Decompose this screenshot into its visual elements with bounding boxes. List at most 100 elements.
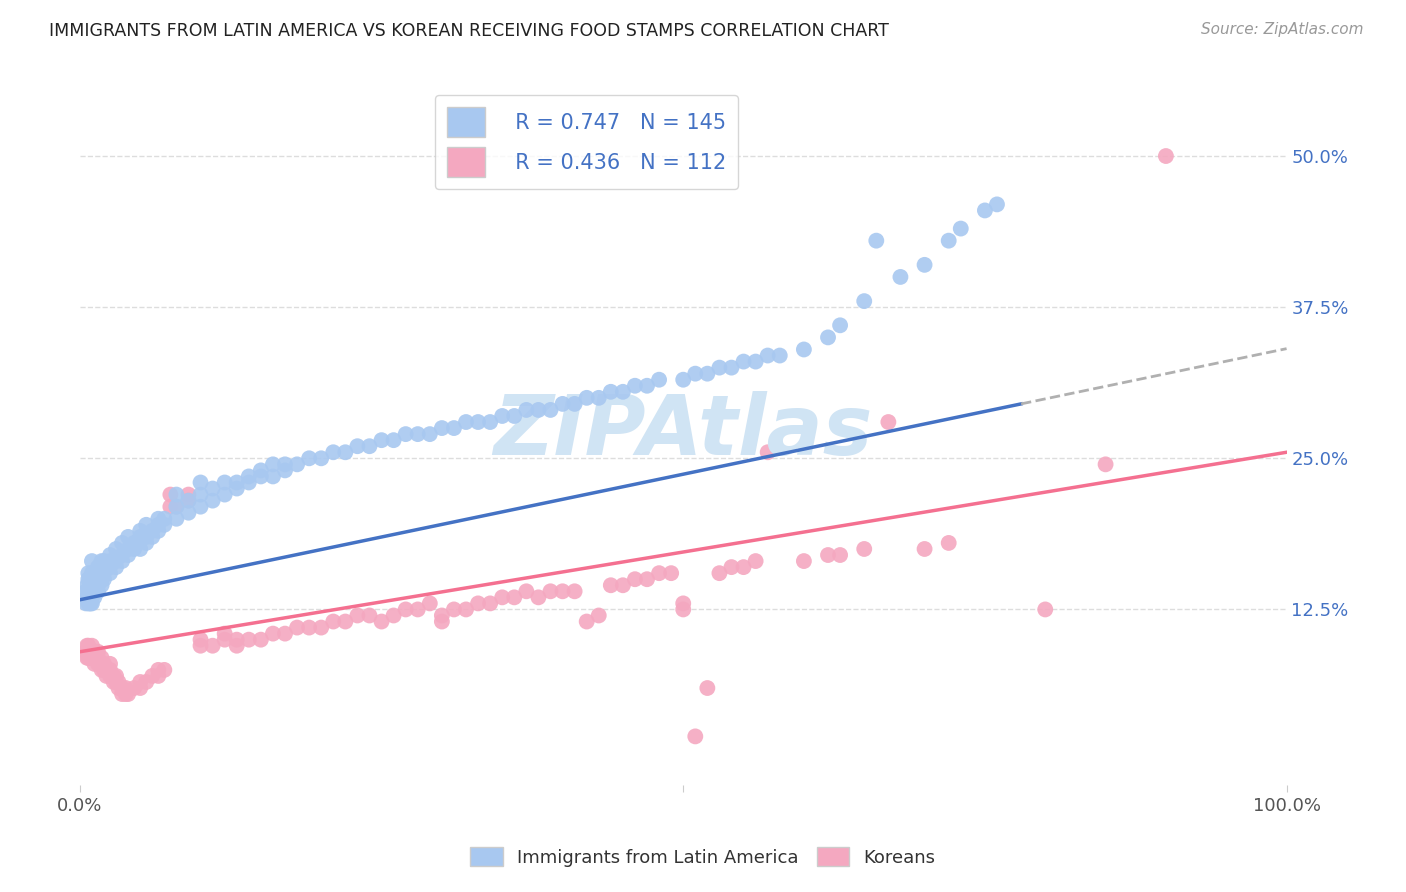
Point	[117, 548, 139, 562]
Point	[80, 566, 103, 581]
Point	[77, 584, 100, 599]
Point	[105, 554, 128, 568]
Point	[135, 536, 157, 550]
Point	[153, 517, 176, 532]
Point	[80, 639, 103, 653]
Point	[165, 512, 187, 526]
Point	[720, 360, 742, 375]
Point	[90, 572, 112, 586]
Point	[129, 530, 152, 544]
Point	[817, 330, 839, 344]
Point	[83, 578, 105, 592]
Point	[79, 584, 101, 599]
Point	[77, 650, 100, 665]
Point	[322, 615, 344, 629]
Point	[129, 541, 152, 556]
Point	[262, 626, 284, 640]
Point	[190, 475, 212, 490]
Point	[744, 354, 766, 368]
Point	[225, 482, 247, 496]
Point	[98, 657, 121, 671]
Point	[599, 578, 621, 592]
Point	[129, 524, 152, 538]
Point	[986, 197, 1008, 211]
Point	[430, 421, 453, 435]
Point	[238, 475, 260, 490]
Point	[93, 657, 115, 671]
Point	[190, 632, 212, 647]
Point	[153, 663, 176, 677]
Point	[467, 596, 489, 610]
Point	[76, 650, 98, 665]
Point	[77, 639, 100, 653]
Point	[672, 596, 695, 610]
Point	[80, 591, 103, 605]
Point	[83, 657, 105, 671]
Point	[599, 384, 621, 399]
Point	[148, 512, 170, 526]
Point	[938, 234, 960, 248]
Point	[148, 663, 170, 677]
Point	[87, 566, 110, 581]
Point	[83, 566, 105, 581]
Point	[177, 493, 200, 508]
Point	[80, 591, 103, 605]
Point	[83, 591, 105, 605]
Point	[527, 403, 550, 417]
Point	[135, 530, 157, 544]
Point	[80, 596, 103, 610]
Point	[190, 500, 212, 514]
Point	[298, 451, 321, 466]
Point	[93, 572, 115, 586]
Point	[793, 554, 815, 568]
Point	[90, 578, 112, 592]
Point	[648, 373, 671, 387]
Point	[111, 536, 134, 550]
Point	[406, 427, 429, 442]
Point	[105, 675, 128, 690]
Point	[938, 536, 960, 550]
Point	[105, 560, 128, 574]
Point	[250, 469, 273, 483]
Point	[141, 530, 163, 544]
Point	[830, 318, 852, 333]
Point	[98, 566, 121, 581]
Point	[214, 626, 236, 640]
Point	[612, 578, 634, 592]
Point	[141, 669, 163, 683]
Point	[274, 463, 297, 477]
Point	[165, 500, 187, 514]
Point	[114, 681, 136, 695]
Point	[129, 675, 152, 690]
Point	[914, 258, 936, 272]
Point	[111, 681, 134, 695]
Point	[87, 645, 110, 659]
Point	[515, 403, 537, 417]
Point	[93, 554, 115, 568]
Point	[733, 354, 755, 368]
Legend:   R = 0.747   N = 145,   R = 0.436   N = 112: R = 0.747 N = 145, R = 0.436 N = 112	[434, 95, 738, 189]
Point	[322, 445, 344, 459]
Point	[564, 397, 586, 411]
Point	[87, 650, 110, 665]
Point	[148, 524, 170, 538]
Point	[491, 591, 513, 605]
Point	[696, 681, 718, 695]
Point	[285, 458, 308, 472]
Point	[90, 650, 112, 665]
Point	[214, 487, 236, 501]
Point	[111, 687, 134, 701]
Point	[80, 578, 103, 592]
Point	[370, 433, 392, 447]
Point	[454, 415, 477, 429]
Point	[624, 378, 647, 392]
Point	[262, 458, 284, 472]
Point	[575, 615, 598, 629]
Point	[141, 524, 163, 538]
Legend: Immigrants from Latin America, Koreans: Immigrants from Latin America, Koreans	[463, 840, 943, 874]
Point	[285, 621, 308, 635]
Point	[309, 621, 332, 635]
Point	[80, 645, 103, 659]
Point	[135, 675, 157, 690]
Point	[96, 663, 118, 677]
